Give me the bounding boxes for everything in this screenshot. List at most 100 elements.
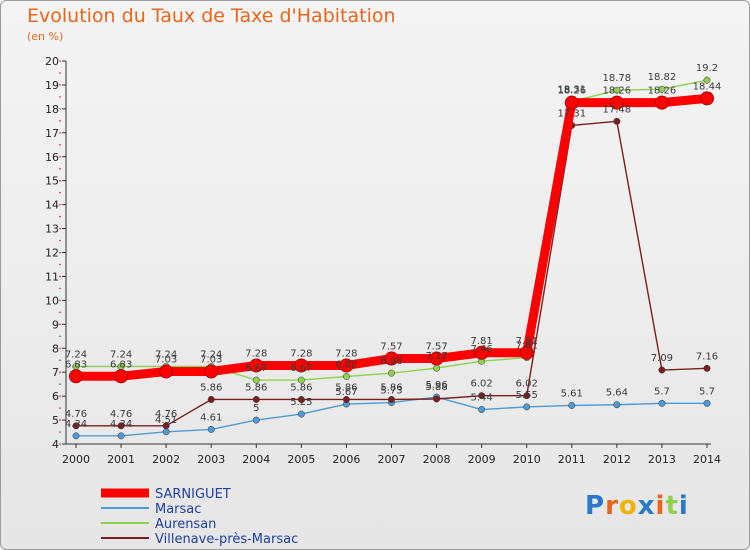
data-point [564,95,579,110]
y-tick-label: 6 [52,390,59,403]
data-label: 7.24 [65,349,87,360]
data-point [117,432,125,440]
data-label: 5.88 [425,382,447,393]
legend-label: Villenave-près-Marsac [155,532,298,547]
data-point [613,86,621,94]
data-point [294,358,309,373]
data-point [72,432,80,440]
brand-letter: x [637,491,656,521]
y-axis-minor-dot [59,203,61,206]
data-point [433,364,441,372]
data-label: 7.61 [516,341,538,352]
y-axis-minor-dot [59,359,61,362]
data-label: 6.67 [245,363,267,374]
data-label: 5.86 [380,382,402,393]
y-axis-minor-dot [59,179,61,182]
data-label: 7.28 [245,348,267,359]
data-label: 4.61 [200,412,222,423]
y-axis-minor-dot [59,167,61,170]
data-label: 17.31 [557,108,586,119]
y-tick-label: 10 [45,294,59,307]
y-axis-minor-dot [59,443,61,445]
y-axis-minor-dot [59,84,61,86]
data-label: 5.61 [561,388,583,399]
data-point [342,373,350,380]
data-point [69,369,83,384]
data-point [297,396,305,403]
data-label: 7.24 [200,349,222,360]
data-point [162,428,170,436]
data-point [613,401,621,409]
y-tick-label: 18 [45,103,59,116]
x-tick-label: 2003 [197,453,225,466]
y-axis-minor-dot [59,251,61,254]
legend-label: Aurensan [155,517,216,532]
legend-label: Marsac [155,502,201,517]
x-tick-label: 2011 [558,453,586,466]
y-axis-minor-dot [59,395,61,397]
data-point [72,422,80,430]
y-tick-label: 14 [45,199,59,212]
data-label: 18.31 [557,84,586,95]
y-axis-minor-dot [59,299,61,302]
brand-letter: i [678,491,689,521]
x-tick-label: 2005 [287,453,315,466]
y-axis-minor-dot [59,371,61,373]
y-axis-minor-dot [59,108,61,110]
data-label: 5.86 [245,382,267,393]
data-label: 4.51 [155,415,177,426]
data-point [297,410,305,418]
data-label: 5.86 [335,382,357,393]
y-tick-label: 12 [45,247,59,260]
series-line-villenave-pr-s-marsac [75,120,708,427]
y-tick-label: 19 [45,79,59,92]
data-label: 5.55 [516,390,538,401]
y-axis-minor-dot [59,155,61,158]
data-label: 5.25 [290,397,312,408]
x-tick-label: 2013 [648,453,676,466]
y-tick-label: 20 [45,55,59,68]
data-point [700,91,714,106]
data-label: 7.28 [290,348,312,359]
data-label: 6.02 [516,379,538,390]
data-label: 5.7 [699,386,715,397]
y-tick-label: 13 [45,223,59,236]
data-label: 6.02 [471,379,493,390]
y-axis-minor-dot [59,287,61,290]
data-point [249,358,264,373]
data-label: 5.73 [380,386,402,397]
x-tick-label: 2014 [693,453,721,466]
data-label: 6.83 [110,359,132,370]
legend-label: SARNIGUET [155,487,231,502]
data-label: 7.17 [425,351,447,362]
data-point [478,392,486,400]
data-point [388,369,395,377]
data-point [297,376,305,384]
chart-title: Evolution du Taux de Taxe d'Habitation [27,5,396,27]
data-label: 7.24 [110,349,132,360]
data-point [252,416,260,424]
data-label: 18.82 [648,72,677,83]
y-axis-minor-dot [59,263,61,266]
data-point [703,399,711,407]
data-point [429,351,444,366]
data-point [609,95,624,110]
brand-letter: t [665,491,679,521]
y-axis-minor-dot [59,227,61,230]
data-label: 6.67 [290,363,312,374]
data-point [523,403,531,411]
data-point [252,396,260,403]
data-label: 7.81 [516,336,538,347]
x-tick-label: 2009 [468,453,496,466]
data-point [342,396,350,403]
brand-letter: i [655,491,666,521]
x-tick-label: 2000 [62,453,90,466]
data-point [433,395,441,403]
data-point [658,399,666,407]
y-axis-minor-dot [59,72,61,74]
data-label: 5.86 [290,382,312,393]
data-label: 18.78 [603,73,632,84]
y-axis-minor-dot [59,96,61,98]
